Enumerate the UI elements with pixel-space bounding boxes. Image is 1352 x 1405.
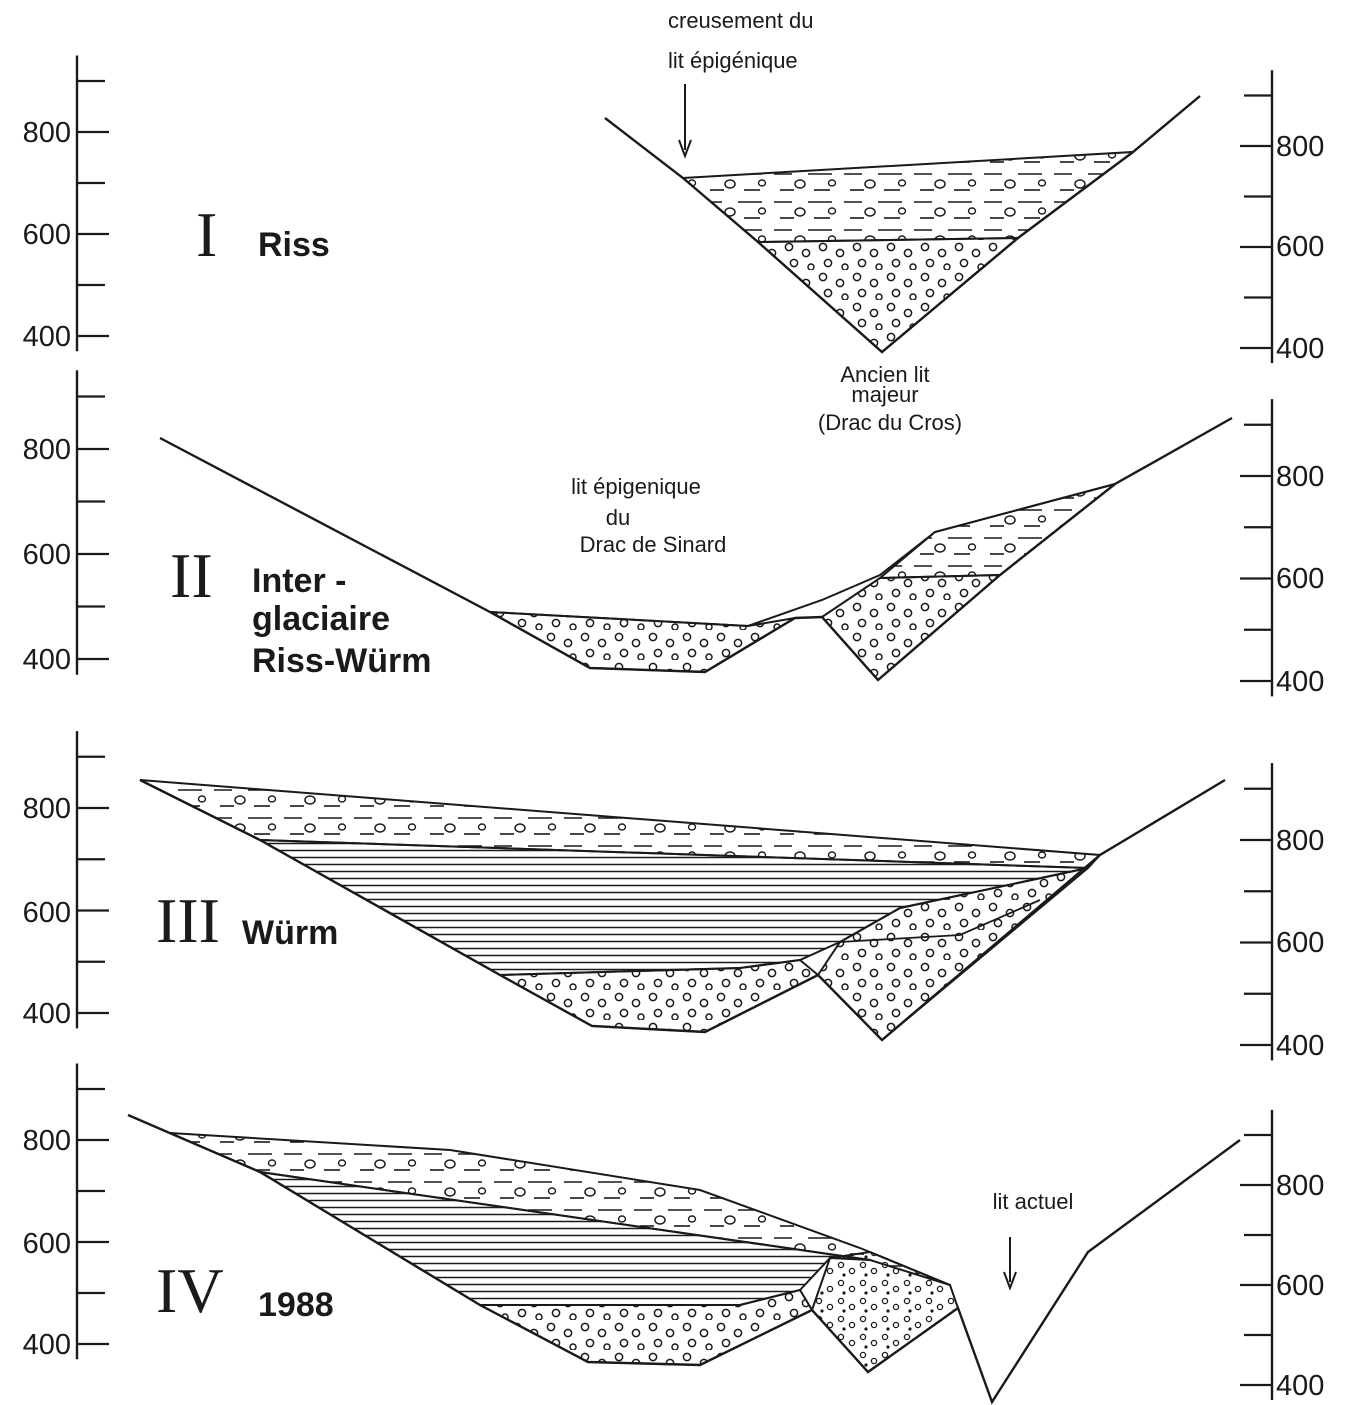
present-right-gravel-fill bbox=[810, 1250, 960, 1374]
panel-iv bbox=[127, 1113, 1241, 1405]
panel-iii-title: Würm bbox=[242, 914, 338, 952]
riss-gravel-fill bbox=[755, 236, 1021, 354]
scale-tick-label: 600 bbox=[1276, 927, 1324, 959]
scale-tick-label: 800 bbox=[1276, 825, 1324, 857]
rw-valley-profile bbox=[159, 416, 1233, 682]
rw-terrace-surface bbox=[489, 483, 1116, 628]
scale-tick-label: 400 bbox=[1276, 1030, 1324, 1062]
creusement-arrow-head bbox=[678, 139, 692, 159]
scale-tick-label: 800 bbox=[23, 793, 71, 825]
scale-tick-label: 600 bbox=[23, 897, 71, 929]
scale-tick-label: 600 bbox=[23, 1228, 71, 1260]
panel-iii-numeral: III bbox=[156, 885, 220, 956]
scale-tick-label: 800 bbox=[23, 1125, 71, 1157]
lit-actuel-label: lit actuel bbox=[993, 1189, 1074, 1214]
lit-epigenique-label-line-2: du bbox=[606, 505, 630, 530]
labels: I Riss II Inter - glaciaire Riss-Würm II… bbox=[156, 8, 1073, 1326]
panel-iv-numeral: IV bbox=[156, 1255, 224, 1326]
panel-i-numeral: I bbox=[196, 199, 217, 270]
riss-moraine-fill bbox=[680, 150, 1137, 244]
scale-tick-label: 800 bbox=[1276, 461, 1324, 493]
scale-tick-label: 400 bbox=[1276, 333, 1324, 365]
scale-tick-label: 400 bbox=[1276, 666, 1324, 698]
scale-tick-label: 600 bbox=[1276, 1270, 1324, 1302]
scale-tick-label: 600 bbox=[23, 539, 71, 571]
ancien-lit-label-line-2: majeur bbox=[851, 382, 918, 407]
wurm-inner-contact bbox=[839, 899, 1041, 943]
panel-ii-title-line-3: Riss-Würm bbox=[252, 642, 431, 680]
panel-ii-title-line-1: Inter - bbox=[252, 562, 346, 600]
creusement-label-line-1: creusement du bbox=[668, 8, 814, 33]
ancien-lit-label-line-1: Ancien lit bbox=[840, 362, 929, 387]
panel-ii-numeral: II bbox=[170, 540, 213, 611]
scale-tick-label: 400 bbox=[23, 321, 71, 353]
panel-iii bbox=[139, 778, 1226, 1042]
lit-epigenique-label-line-3: Drac de Sinard bbox=[580, 532, 727, 557]
panel-i-title: Riss bbox=[258, 226, 330, 264]
creusement-label-line-2: lit épigénique bbox=[668, 48, 798, 73]
scale-tick-label: 800 bbox=[23, 434, 71, 466]
rw-right-gravel-fill bbox=[820, 573, 1003, 682]
lit-actuel-arrow-head bbox=[1003, 1271, 1017, 1291]
scale-tick-label: 800 bbox=[1276, 1170, 1324, 1202]
lit-epigenique-label-line-1: lit épigenique bbox=[571, 474, 701, 499]
scale-tick-label: 400 bbox=[1276, 1370, 1324, 1402]
panel-iv-title: 1988 bbox=[258, 1286, 334, 1324]
scale-tick-label: 800 bbox=[23, 117, 71, 149]
scale-tick-label: 400 bbox=[23, 1329, 71, 1361]
scale-tick-label: 400 bbox=[23, 644, 71, 676]
wurm-valley-profile bbox=[139, 778, 1226, 1042]
scale-tick-label: 600 bbox=[1276, 563, 1324, 595]
panel-ii-title-line-2: glaciaire bbox=[252, 600, 390, 638]
riss-valley-profile bbox=[604, 95, 1201, 354]
ancien-lit-label-line-3: (Drac du Cros) bbox=[818, 410, 962, 435]
scale-tick-label: 800 bbox=[1276, 131, 1324, 163]
scale-tick-label: 600 bbox=[23, 219, 71, 251]
panel-i bbox=[604, 84, 1201, 354]
axes: 800 600 400 800 600 400 800 600 400 800 600 400 800 6… bbox=[23, 55, 1324, 1402]
panel-ii bbox=[159, 416, 1233, 682]
present-valley-profile bbox=[127, 1113, 1241, 1405]
scale-tick-label: 600 bbox=[1276, 231, 1324, 263]
rw-right-moraine-fill bbox=[877, 483, 1116, 580]
scale-tick-label: 400 bbox=[23, 998, 71, 1030]
